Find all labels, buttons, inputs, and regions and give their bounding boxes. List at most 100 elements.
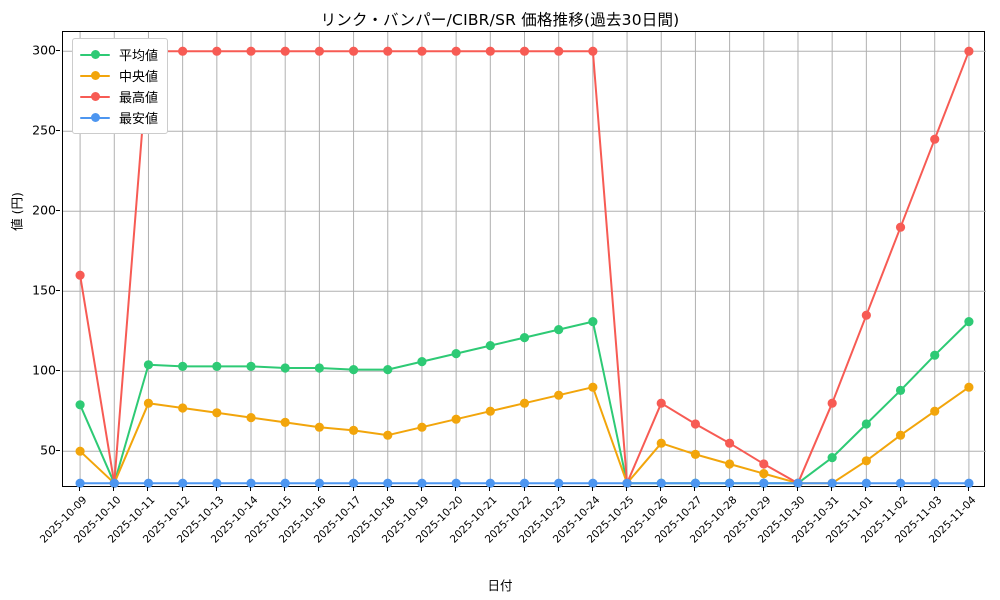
legend-label: 最高値 <box>119 91 159 106</box>
data-point <box>554 478 564 488</box>
x-tick-label: 2025-10-30 <box>755 494 808 546</box>
data-point <box>690 449 701 459</box>
data-series-layer <box>75 46 974 488</box>
y-tick-mark <box>56 210 60 212</box>
data-point <box>451 414 461 424</box>
x-tick-mark <box>796 487 798 491</box>
data-point <box>348 365 359 375</box>
legend-item-2[interactable]: 最高値 <box>80 86 158 107</box>
x-axis-label: 日付 <box>487 578 513 593</box>
x-tick-label: 2025-10-18 <box>345 494 398 546</box>
x-tick-label: 2025-10-14 <box>208 494 261 546</box>
data-point <box>178 478 188 488</box>
data-point <box>417 46 427 56</box>
data-point <box>519 478 530 488</box>
data-point <box>827 453 837 463</box>
data-point <box>519 398 530 408</box>
x-tick-label: 2025-10-19 <box>379 494 432 546</box>
series-3 <box>75 478 974 488</box>
data-point <box>246 478 256 488</box>
y-tick-label: 50 <box>40 442 56 458</box>
data-point <box>725 459 735 469</box>
x-tick-mark <box>455 487 457 491</box>
data-point <box>485 46 495 56</box>
data-point <box>964 478 974 488</box>
data-point <box>485 478 495 488</box>
data-point <box>588 317 598 327</box>
x-tick-mark <box>831 487 833 491</box>
x-tick-mark <box>420 487 422 491</box>
x-tick-mark <box>933 487 935 491</box>
data-point <box>178 46 188 56</box>
data-point <box>861 456 871 466</box>
data-point <box>656 478 666 488</box>
data-point <box>314 478 324 488</box>
data-point <box>690 478 701 488</box>
data-point <box>895 222 906 232</box>
data-point <box>314 46 324 56</box>
data-point <box>930 478 940 488</box>
legend-item-3[interactable]: 最安値 <box>80 107 158 128</box>
data-point <box>588 478 598 488</box>
data-point <box>451 478 461 488</box>
data-point <box>348 478 359 488</box>
data-point <box>178 403 188 413</box>
data-point <box>588 382 598 392</box>
plot-area <box>62 31 986 488</box>
data-point <box>725 438 735 448</box>
x-tick-mark <box>352 487 354 491</box>
y-tick-label: 100 <box>32 362 56 378</box>
data-point <box>861 419 871 429</box>
data-point <box>383 478 393 488</box>
x-tick-mark <box>489 487 491 491</box>
data-point <box>759 459 769 469</box>
data-point <box>690 419 701 429</box>
y-tick-mark <box>56 50 60 52</box>
data-point <box>178 361 188 371</box>
data-point <box>861 310 871 320</box>
data-point <box>451 349 461 359</box>
data-point <box>930 350 940 360</box>
x-tick-label: 2025-10-09 <box>37 494 90 546</box>
data-point <box>280 417 290 427</box>
x-tick-mark <box>865 487 867 491</box>
data-point <box>75 400 85 410</box>
legend-marker-icon <box>80 111 110 125</box>
y-tick-label: 200 <box>32 202 56 218</box>
data-point <box>212 478 222 488</box>
data-point <box>143 360 154 370</box>
x-tick-mark <box>113 487 115 491</box>
data-point <box>895 385 906 395</box>
data-point <box>417 478 427 488</box>
x-tick-mark <box>591 487 593 491</box>
data-point <box>348 46 359 56</box>
x-tick-mark <box>215 487 217 491</box>
data-point <box>656 398 666 408</box>
data-point <box>861 478 871 488</box>
x-tick-label: 2025-11-04 <box>926 494 979 546</box>
legend-label: 平均値 <box>119 49 159 64</box>
x-tick-mark <box>318 487 320 491</box>
x-tick-label: 2025-10-25 <box>584 494 637 546</box>
x-tick-label: 2025-10-23 <box>516 494 569 546</box>
series-line <box>79 50 970 485</box>
y-axis-ticks: 50 100 150 200 250 300 <box>0 31 60 487</box>
y-tick-mark <box>56 450 60 452</box>
x-tick-mark <box>626 487 628 491</box>
legend-label: 最安値 <box>119 112 159 127</box>
x-tick-mark <box>523 487 525 491</box>
data-point <box>280 46 290 56</box>
data-point <box>143 478 154 488</box>
data-point <box>554 46 564 56</box>
data-point <box>827 398 837 408</box>
data-point <box>246 361 256 371</box>
legend-item-1[interactable]: 中央値 <box>80 65 158 86</box>
x-tick-label: 2025-10-29 <box>721 494 774 546</box>
x-tick-mark <box>899 487 901 491</box>
data-point <box>895 430 906 440</box>
legend-item-0[interactable]: 平均値 <box>80 44 158 65</box>
series-1 <box>75 382 974 488</box>
x-tick-mark <box>762 487 764 491</box>
x-tick-mark <box>284 487 286 491</box>
